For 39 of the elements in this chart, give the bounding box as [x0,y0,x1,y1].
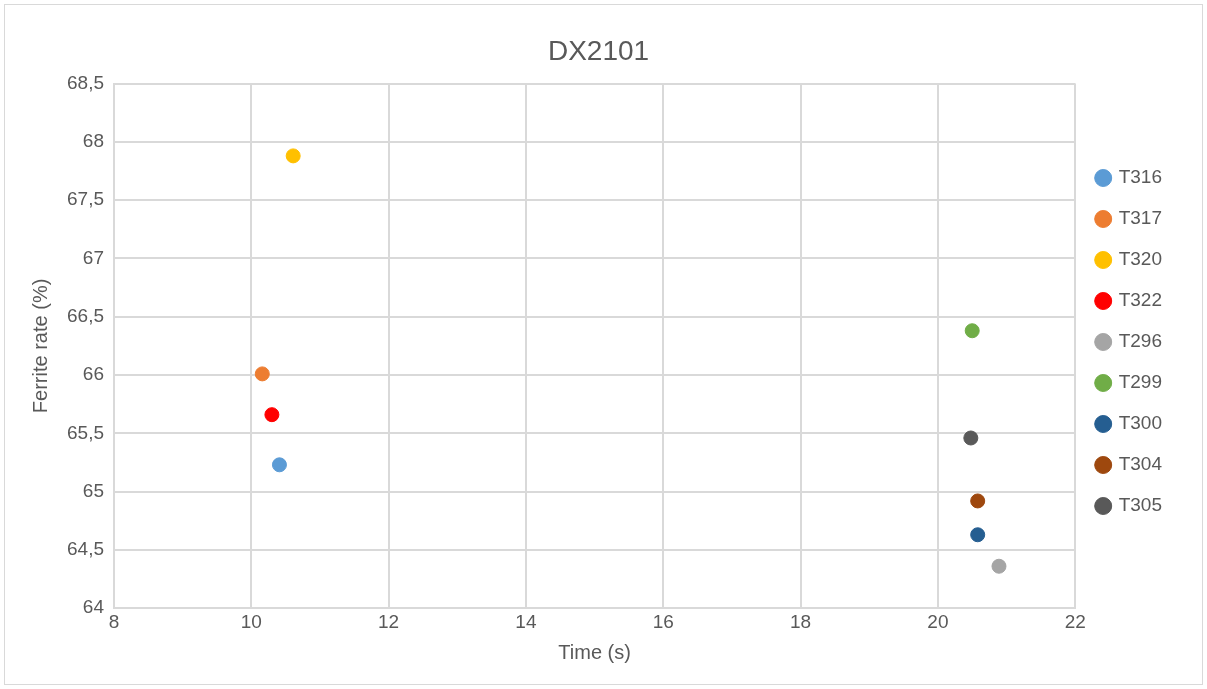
y-tick-label: 65 [82,479,104,501]
y-tick-label: 64 [82,596,105,618]
x-tick-label: 20 [927,610,949,632]
legend-label: T317 [1118,207,1163,229]
y-tick-label: 67,5 [67,188,104,210]
y-tick-label: 66,5 [67,304,104,326]
chart-title: DX2101 [547,34,650,66]
point [264,407,280,423]
x-axis-title: Time (s) [558,640,631,663]
legend-label: T304 [1118,453,1163,475]
point [271,457,287,473]
y-tick-label: 64,5 [67,538,104,560]
x-tick-label: 8 [108,610,120,632]
x-tick-label: 16 [652,610,674,632]
y-tick-label: 68 [82,130,104,152]
point [991,558,1007,574]
legend-label: T316 [1118,166,1163,188]
x-tick-label: 22 [1064,610,1086,632]
y-axis-title: Ferrite rate (%) [28,278,51,414]
x-tick-label: 12 [378,610,400,632]
point [970,527,986,543]
point [254,366,270,382]
point [285,148,301,164]
y-tick-label: 65,5 [67,421,104,443]
legend-label: T305 [1118,494,1163,516]
point [964,323,980,339]
x-tick-label: 14 [515,610,537,632]
x-tick-label: 18 [789,610,812,632]
legend-label: T322 [1118,289,1163,311]
x-tick-label: 10 [240,610,262,632]
y-tick-label: 68,5 [67,71,104,93]
point [963,430,979,446]
y-tick-label: 67 [82,246,104,268]
point [970,493,986,509]
legend-label: T296 [1118,330,1163,352]
y-tick-label: 66 [82,363,104,385]
legend-label: T300 [1118,412,1163,434]
legend-label: T299 [1118,371,1163,393]
legend-label: T320 [1118,248,1163,270]
